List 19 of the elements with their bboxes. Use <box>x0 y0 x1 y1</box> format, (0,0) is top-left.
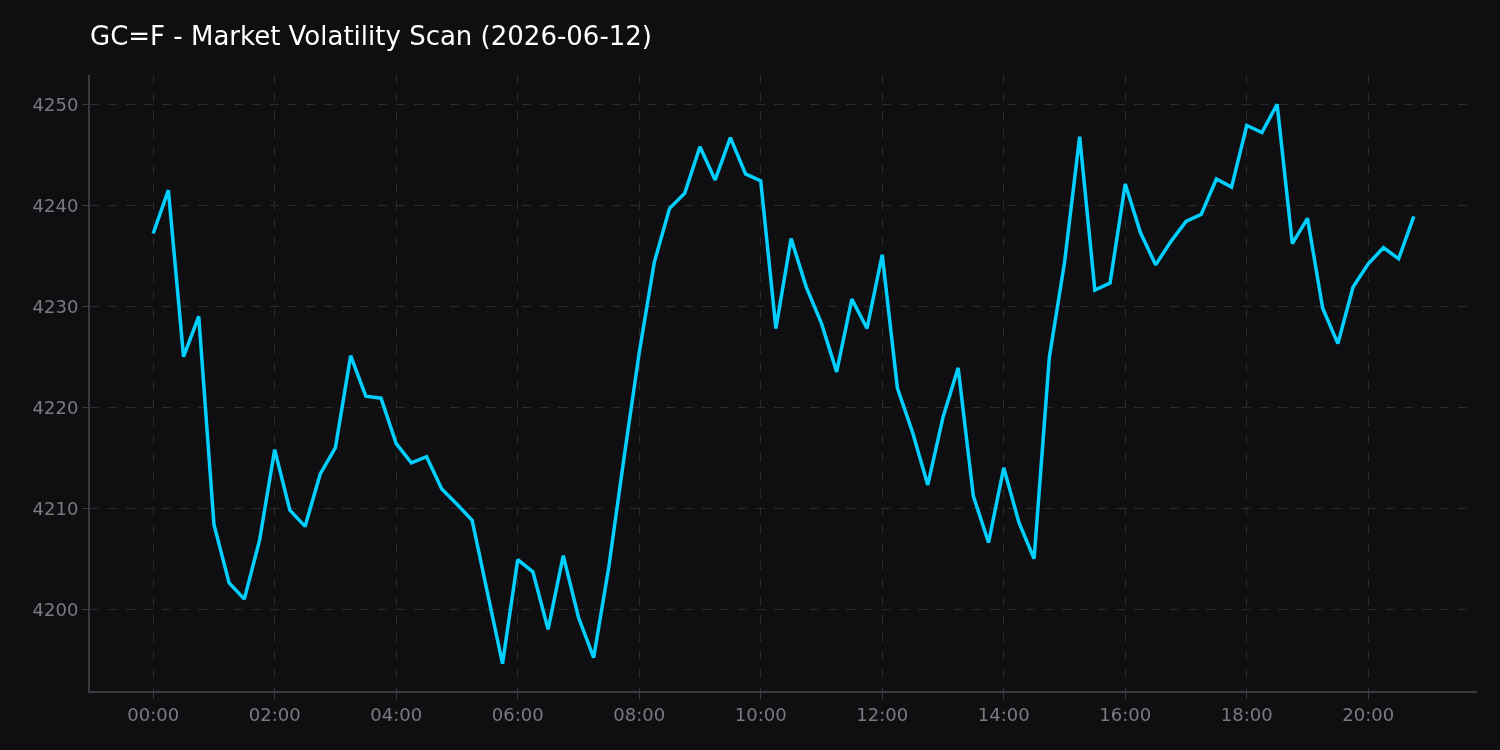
x-tick-label: 12:00 <box>856 703 909 725</box>
x-tick-label: 04:00 <box>370 703 423 725</box>
x-tick-label: 16:00 <box>1099 703 1152 725</box>
x-tick-label: 06:00 <box>491 703 544 725</box>
x-tick-label: 02:00 <box>248 703 301 725</box>
x-tick-label: 08:00 <box>613 703 666 725</box>
x-tick-label: 18:00 <box>1220 703 1273 725</box>
x-tick-label: 14:00 <box>977 703 1030 725</box>
y-tick-label: 4200 <box>32 598 79 620</box>
y-tick-label: 4210 <box>32 497 79 519</box>
x-tick-label: 20:00 <box>1342 703 1395 725</box>
x-tick-label: 10:00 <box>734 703 787 725</box>
y-tick-label: 4240 <box>32 194 79 216</box>
y-tick-label: 4230 <box>32 295 79 317</box>
line-series <box>151 102 1416 666</box>
y-tick-label: 4220 <box>32 396 79 418</box>
chart-title: GC=F - Market Volatility Scan (2026-06-12) <box>90 21 652 52</box>
y-tick-label: 4250 <box>32 93 79 115</box>
x-tick-label: 00:00 <box>127 703 180 725</box>
